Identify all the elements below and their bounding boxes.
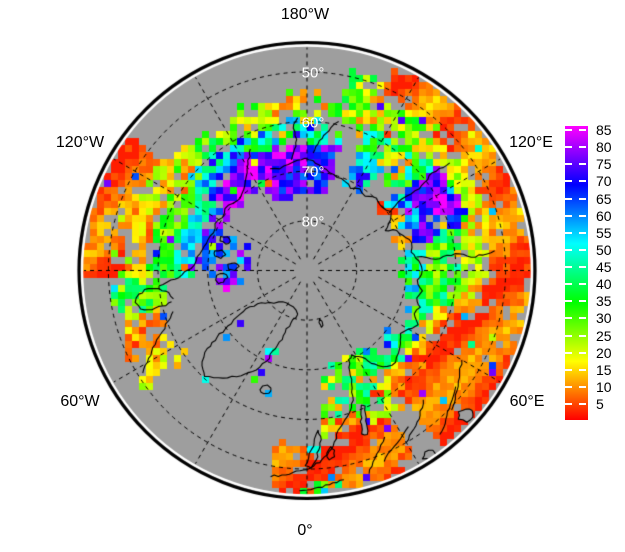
colorbar-tick xyxy=(579,403,586,405)
colorbar-tick xyxy=(579,180,586,183)
colorbar-tick-label: 75 xyxy=(596,156,612,173)
colorbar-tick xyxy=(565,214,572,217)
colorbar-gradient xyxy=(565,126,588,420)
colorbar-tick xyxy=(579,385,586,388)
colorbar-tick xyxy=(565,300,572,303)
colorbar-tick xyxy=(565,317,572,320)
colorbar-tick xyxy=(579,368,586,371)
colorbar-tick-label: 45 xyxy=(596,259,612,275)
latitude-label: 70° xyxy=(301,163,325,181)
colorbar-tick xyxy=(565,283,572,286)
latitude-label: 50° xyxy=(301,64,325,82)
colorbar-tick-label: 65 xyxy=(596,190,612,207)
colorbar-tick xyxy=(565,248,572,251)
longitude-label: 120°W xyxy=(55,134,105,151)
latitude-label: 80° xyxy=(301,213,325,231)
colorbar-tick xyxy=(579,231,586,234)
colorbar-tick xyxy=(565,266,572,268)
colorbar-tick xyxy=(579,317,586,320)
colorbar-tick-label: 10 xyxy=(596,378,612,395)
colorbar-tick-label: 25 xyxy=(596,327,612,344)
colorbar-tick xyxy=(579,283,586,286)
colorbar-tick-label: 60 xyxy=(596,207,612,224)
longitude-label: 60°W xyxy=(60,393,100,410)
colorbar-tick-label: 70 xyxy=(596,173,612,190)
colorbar-tick xyxy=(579,163,586,166)
colorbar-tick xyxy=(579,334,586,337)
colorbar-tick xyxy=(565,146,572,149)
colorbar-tick xyxy=(579,300,586,303)
colorbar-tick-label: 40 xyxy=(596,276,612,293)
colorbar-tick xyxy=(579,351,586,354)
colorbar-tick xyxy=(565,129,572,131)
colorbar-tick xyxy=(579,197,586,200)
colorbar-tick-label: 30 xyxy=(596,310,612,327)
colorbar-tick xyxy=(565,385,572,388)
colorbar-tick xyxy=(579,129,586,131)
colorbar-tick xyxy=(565,403,572,405)
colorbar-tick xyxy=(579,146,586,149)
colorbar-tick xyxy=(565,231,572,234)
colorbar-tick xyxy=(565,197,572,200)
colorbar-tick xyxy=(565,180,572,183)
colorbar-tick xyxy=(565,334,572,337)
colorbar-tick xyxy=(565,163,572,166)
colorbar-tick-label: 15 xyxy=(596,361,612,378)
colorbar-tick xyxy=(565,351,572,354)
colorbar-tick-label: 55 xyxy=(596,224,612,241)
latitude-label: 60° xyxy=(301,114,325,132)
colorbar-tick-label: 50 xyxy=(596,241,612,258)
colorbar-tick xyxy=(565,368,572,371)
colorbar-tick xyxy=(579,214,586,217)
colorbar-tick-label: 5 xyxy=(596,396,604,412)
colorbar-tick xyxy=(579,266,586,268)
colorbar-tick-label: 20 xyxy=(596,344,612,361)
longitude-label: 60°E xyxy=(509,393,545,410)
colorbar-tick-label: 85 xyxy=(596,122,612,138)
colorbar-tick-label: 35 xyxy=(596,293,612,310)
longitude-label: 120°E xyxy=(509,134,553,151)
longitude-label: 180°W xyxy=(280,6,330,23)
colorbar-tick-label: 80 xyxy=(596,139,612,156)
colorbar-tick xyxy=(579,248,586,251)
longitude-label: 0° xyxy=(297,522,313,539)
